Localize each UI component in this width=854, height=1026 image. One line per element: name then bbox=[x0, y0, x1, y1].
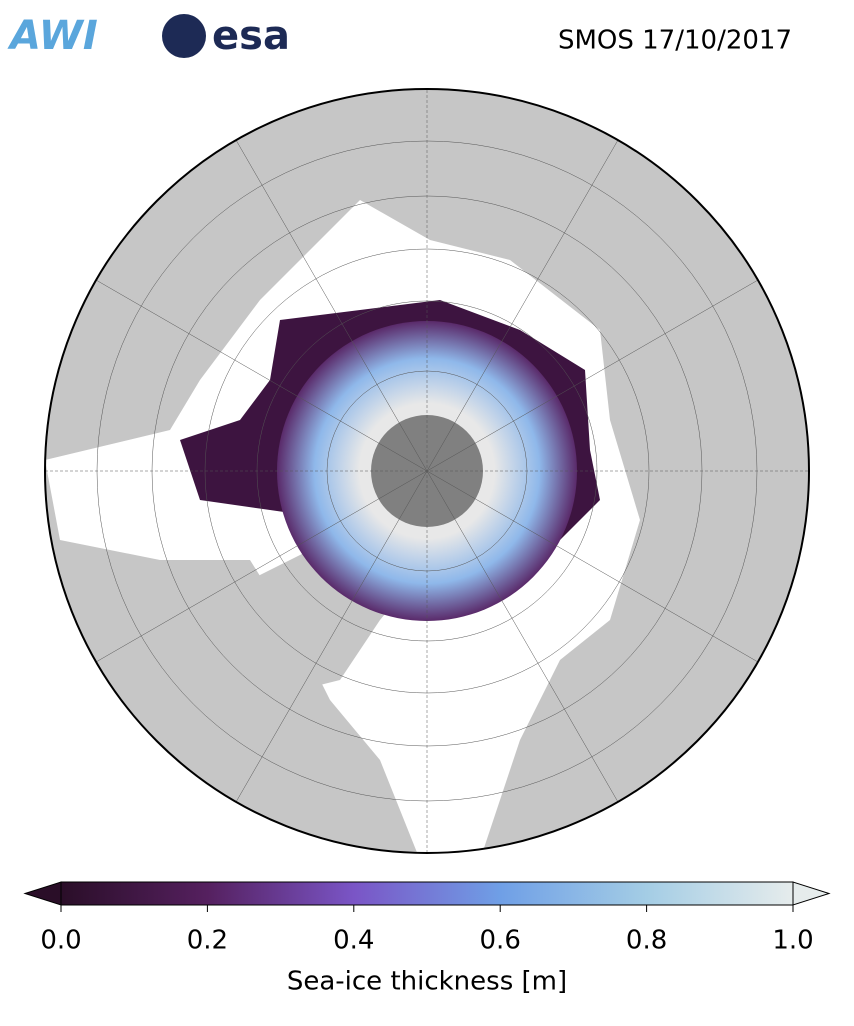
colorbar-extend-high bbox=[792, 881, 831, 906]
graticule bbox=[45, 89, 809, 853]
esa-logo: esa bbox=[212, 13, 290, 59]
map bbox=[45, 89, 809, 853]
colorbar-tick-label: 0.0 bbox=[40, 926, 81, 956]
colorbar-extend-low bbox=[23, 881, 62, 906]
colorbar-gradient bbox=[60, 881, 794, 906]
colorbar-tick-label: 0.4 bbox=[333, 926, 374, 956]
colorbar-tick-label: 0.2 bbox=[187, 926, 228, 956]
colorbar: 0.0 0.2 0.4 0.6 0.8 1.0 bbox=[23, 881, 831, 956]
map-title: SMOS 17/10/2017 bbox=[558, 26, 792, 56]
colorbar-tick-label: 1.0 bbox=[772, 926, 813, 956]
colorbar-tick-label: 0.8 bbox=[626, 926, 667, 956]
colorbar-label: Sea-ice thickness [m] bbox=[287, 967, 567, 997]
awi-logo: AWI bbox=[7, 13, 98, 59]
colorbar-tick-label: 0.6 bbox=[480, 926, 521, 956]
esa-logo-mark bbox=[162, 14, 206, 58]
header: AWI esa SMOS 17/10/2017 bbox=[7, 13, 792, 59]
map-boundary bbox=[44, 88, 810, 854]
